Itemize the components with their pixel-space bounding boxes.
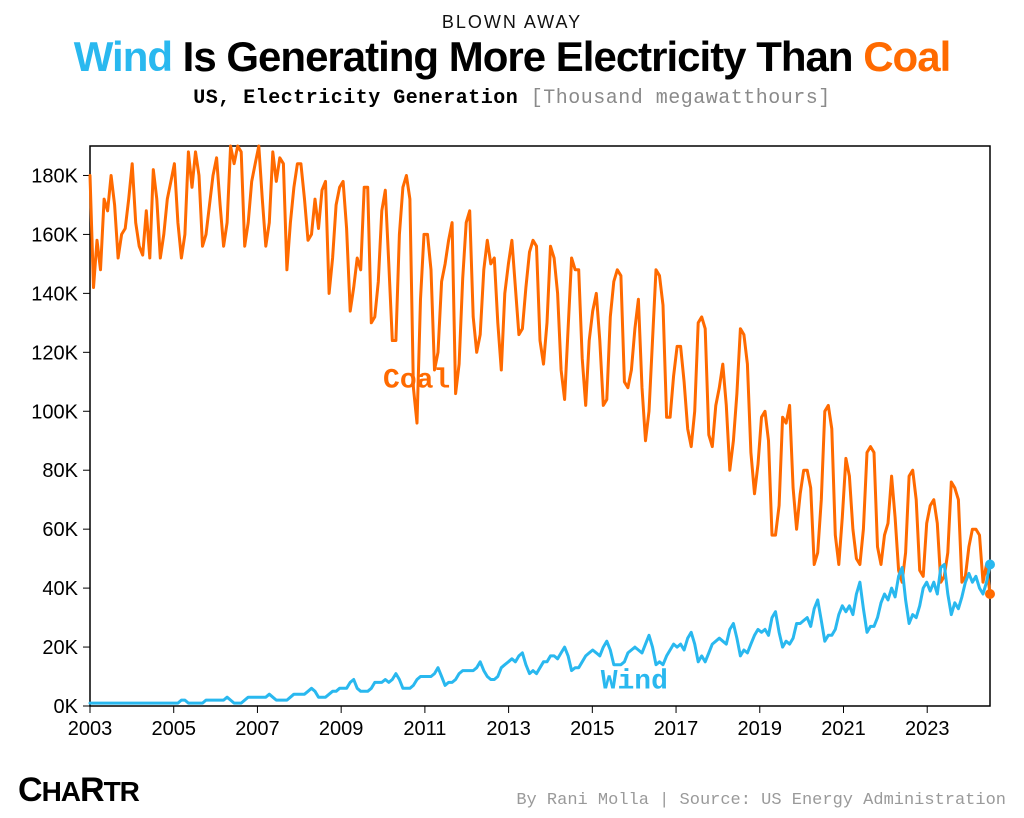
x-tick-label: 2005 (151, 718, 196, 740)
x-tick-label: 2021 (821, 718, 866, 740)
x-tick-label: 2019 (738, 718, 783, 740)
x-tick-label: 2013 (486, 718, 531, 740)
x-tick-label: 2007 (235, 718, 280, 740)
headline-mid: Is Generating More Electricity Than (172, 33, 863, 80)
headline: Wind Is Generating More Electricity Than… (0, 35, 1024, 79)
y-tick-label: 20K (42, 637, 78, 659)
footer: CHARTR By Rani Molla | Source: US Energy… (18, 771, 1006, 810)
chartr-logo: CHARTR (18, 771, 139, 810)
subhead: US, Electricity Generation [Thousand meg… (0, 87, 1024, 110)
y-tick-label: 40K (42, 578, 78, 600)
coal-end-marker (985, 589, 995, 599)
subhead-unit: [Thousand megawatthours] (518, 87, 831, 110)
logo-r: R (80, 771, 104, 809)
y-tick-label: 60K (42, 519, 78, 541)
kicker: BLOWN AWAY (0, 0, 1024, 33)
y-tick-label: 180K (31, 165, 78, 187)
logo-tr: TR (104, 776, 139, 807)
x-tick-label: 2009 (319, 718, 364, 740)
chart: 0K 20K 40K 60K 80K 100K 120K 140K 160K 180K 2003 20… (18, 138, 1008, 758)
y-tick-label: 140K (31, 283, 78, 305)
y-tick-label: 100K (31, 401, 78, 423)
coal-line (90, 146, 990, 594)
logo-ha: HA (42, 776, 80, 807)
wind-label: Wind (601, 666, 668, 697)
subhead-bold: US, Electricity Generation (193, 87, 518, 110)
wind-line (90, 565, 990, 704)
y-tick-label: 80K (42, 460, 78, 482)
x-tick-label: 2011 (403, 718, 446, 740)
wind-end-marker (985, 560, 995, 570)
headline-wind: Wind (74, 33, 172, 80)
chart-svg: 0K 20K 40K 60K 80K 100K 120K 140K 160K 180K 2003 20… (18, 138, 1008, 758)
x-tick-label: 2003 (68, 718, 113, 740)
x-tick-label: 2017 (654, 718, 699, 740)
y-tick-label: 160K (31, 224, 78, 246)
x-tick-label: 2023 (905, 718, 950, 740)
y-tick-label: 120K (31, 342, 78, 364)
coal-label: Coal (383, 366, 450, 397)
byline: By Rani Molla | Source: US Energy Admini… (516, 791, 1006, 810)
headline-coal: Coal (863, 33, 950, 80)
y-tick-label: 0K (54, 696, 79, 718)
logo-c: C (18, 771, 42, 809)
x-tick-label: 2015 (570, 718, 615, 740)
